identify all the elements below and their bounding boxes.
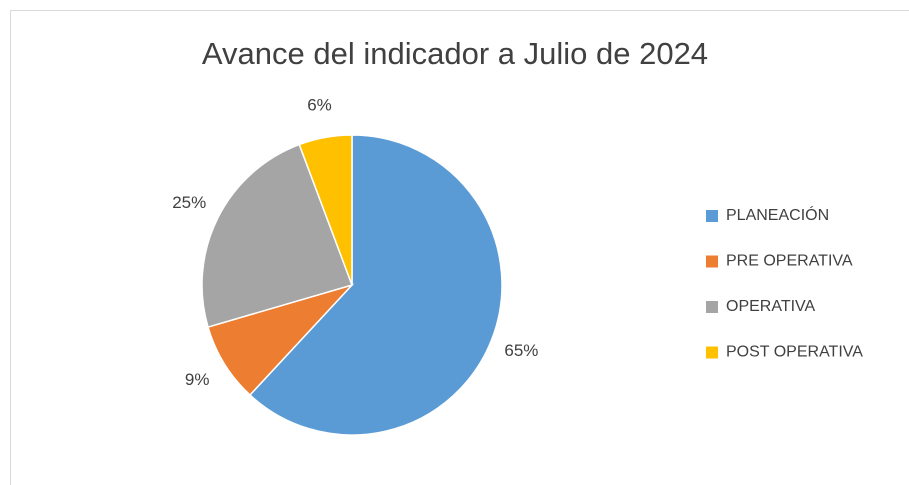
legend-swatch xyxy=(706,255,718,268)
legend-swatch xyxy=(706,210,718,222)
chart-title: Avance del indicador a Julio de 2024 xyxy=(202,36,708,71)
legend-swatch xyxy=(706,301,718,313)
data-label: 6% xyxy=(307,95,332,114)
legend-label: POST OPERATIVA xyxy=(726,344,863,361)
legend-label: OPERATIVA xyxy=(726,298,816,315)
pie-slice xyxy=(298,134,353,286)
data-label: 65% xyxy=(504,341,538,360)
data-label: 9% xyxy=(185,370,210,389)
legend-label: PLANEACIÓN xyxy=(726,205,829,224)
legend-swatch xyxy=(706,346,718,359)
pie-slice xyxy=(248,134,503,436)
legend-label: PRE OPERATIVA xyxy=(726,253,853,270)
pie-slice xyxy=(201,143,353,328)
data-label: 25% xyxy=(172,193,206,212)
